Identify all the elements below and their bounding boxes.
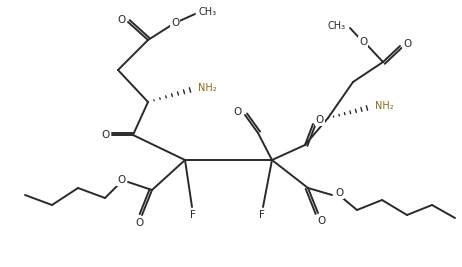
Text: F: F xyxy=(259,210,265,220)
Text: CH₃: CH₃ xyxy=(328,21,346,31)
Text: O: O xyxy=(403,39,411,49)
Text: O: O xyxy=(335,188,343,198)
Text: O: O xyxy=(117,175,125,185)
Text: O: O xyxy=(316,115,324,125)
Text: O: O xyxy=(136,218,144,228)
Text: O: O xyxy=(171,18,179,28)
Text: O: O xyxy=(234,107,242,117)
Text: O: O xyxy=(359,37,367,47)
Text: F: F xyxy=(190,210,196,220)
Text: NH₂: NH₂ xyxy=(375,101,393,111)
Text: O: O xyxy=(117,15,125,25)
Text: O: O xyxy=(318,216,326,226)
Text: CH₃: CH₃ xyxy=(199,7,217,17)
Text: NH₂: NH₂ xyxy=(198,83,216,93)
Text: O: O xyxy=(101,130,109,140)
